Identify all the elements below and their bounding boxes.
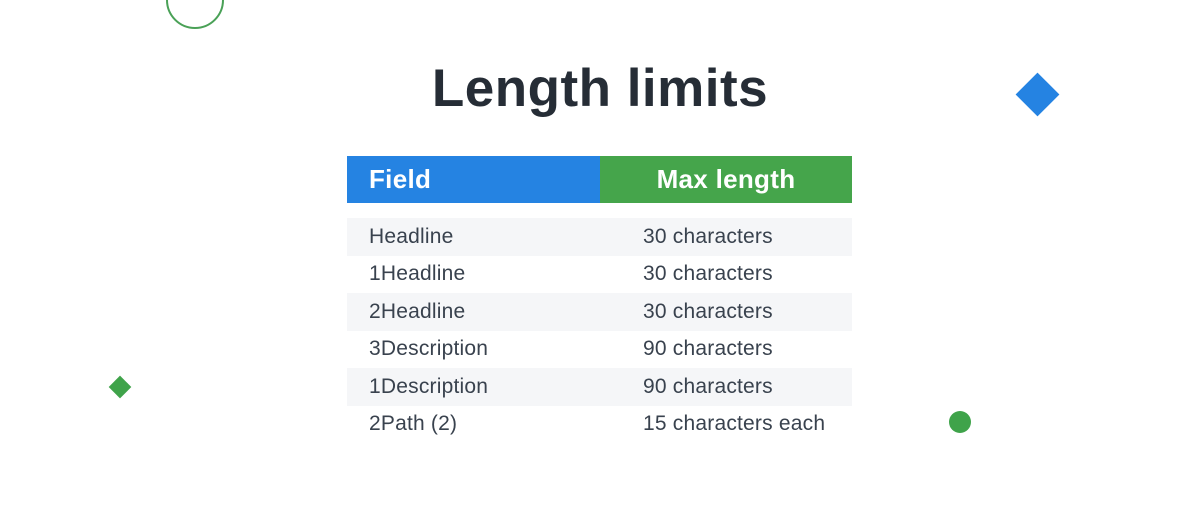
field-cell: Headline [369, 224, 454, 248]
max-length-cell: 30 characters [643, 299, 773, 323]
page-title: Length limits [431, 59, 769, 118]
field-cell: 1Description [369, 374, 489, 398]
column-header-max-length: Max length [600, 156, 852, 203]
table-row: 2Headline 30 characters [347, 293, 852, 331]
table-row: 1Description 90 characters [347, 368, 852, 406]
field-cell: 2Path (2) [369, 412, 458, 436]
table-row: 2Path (2) 15 characters each [347, 406, 852, 444]
field-cell: 3Description [369, 337, 489, 361]
max-length-cell: 90 characters [643, 374, 773, 398]
table-header-row: Field Max length [347, 156, 852, 203]
table-row: Headline 30 characters [347, 218, 852, 256]
max-length-cell: 15 characters each [643, 412, 826, 436]
max-length-cell: 90 characters [643, 337, 773, 361]
green-diamond-decoration [108, 375, 132, 399]
green-dot-decoration [949, 411, 971, 433]
field-cell: 1Headline [369, 262, 466, 286]
table-row: 3Description 90 characters [347, 331, 852, 369]
column-header-field: Field [347, 156, 600, 203]
table-body: Headline 30 characters 1Headline 30 charact… [347, 218, 852, 443]
circle-outline-decoration [166, 0, 224, 29]
field-cell: 2Headline [369, 299, 466, 323]
length-limits-table: Field Max length Headline 30 characters 1H… [347, 156, 852, 443]
table-row: 1Headline 30 characters [347, 256, 852, 294]
max-length-cell: 30 characters [643, 224, 773, 248]
max-length-cell: 30 characters [643, 262, 773, 286]
